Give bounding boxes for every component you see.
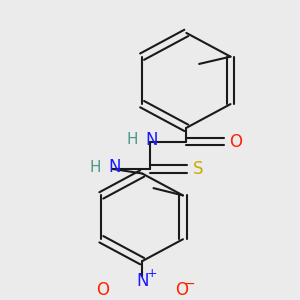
Text: N: N (136, 272, 148, 290)
Text: O: O (176, 281, 188, 299)
Text: −: − (183, 277, 195, 291)
Text: H: H (127, 132, 138, 147)
Text: N: N (108, 158, 121, 176)
Text: S: S (193, 160, 204, 178)
Text: O: O (96, 281, 109, 299)
Text: O: O (230, 133, 242, 151)
Text: H: H (89, 160, 101, 175)
Text: N: N (146, 131, 158, 149)
Text: +: + (147, 267, 157, 280)
